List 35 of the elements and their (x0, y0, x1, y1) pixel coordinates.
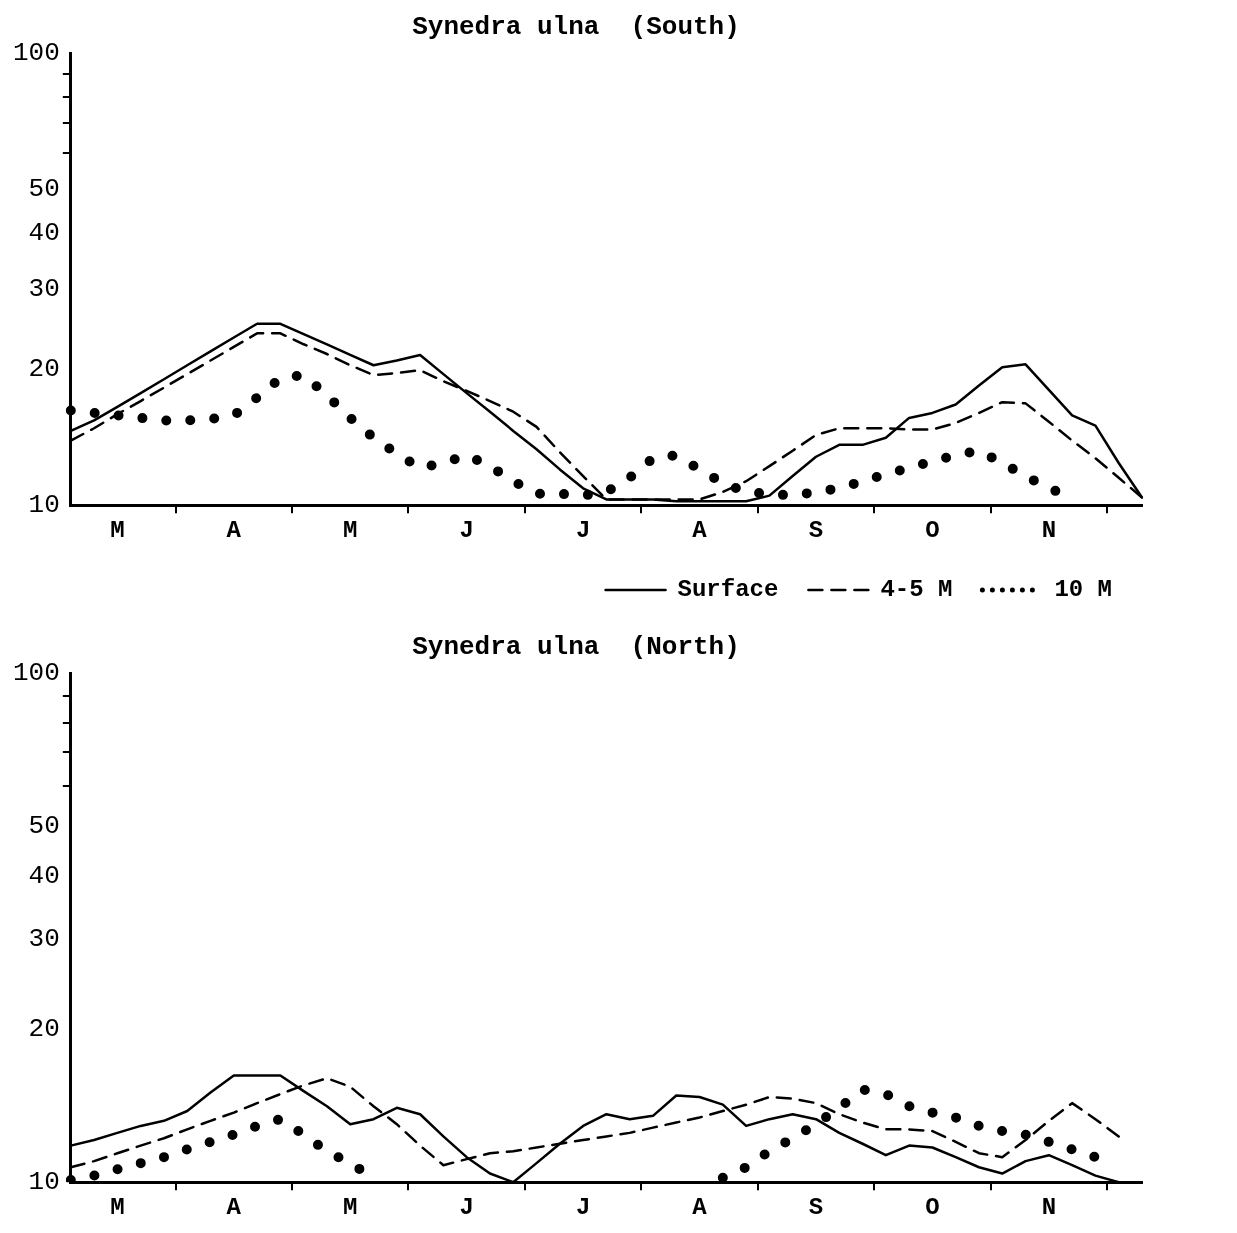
x-tick-label: N (1041, 516, 1057, 544)
legend-label: 4-5 M (880, 576, 953, 604)
x-tick-label: J (575, 1193, 591, 1221)
x-tick-label: A (692, 1193, 708, 1221)
y-tick-label: 50 (28, 174, 60, 205)
x-tick-label: S (808, 1193, 824, 1221)
chart-title: Synedra ulna (North) (412, 632, 740, 663)
x-tick-label: M (343, 516, 358, 544)
y-tick-label: 100 (13, 658, 60, 689)
legend-label: 10 M (1054, 576, 1112, 604)
x-tick-label: M (110, 1193, 125, 1221)
y-tick-label: 30 (28, 924, 60, 955)
y-tick-label: 40 (28, 860, 60, 891)
x-tick-label: O (925, 1193, 940, 1221)
y-tick-label: 20 (28, 1013, 60, 1044)
x-tick-label: M (343, 1193, 358, 1221)
x-tick-label: O (925, 516, 940, 544)
y-tick-label: 50 (28, 811, 60, 842)
chart-title: Synedra ulna (South) (412, 12, 740, 43)
x-tick-label: J (459, 1193, 474, 1221)
x-tick-label: A (226, 516, 242, 544)
y-tick-label: 100 (13, 38, 60, 69)
y-tick-label: 10 (28, 1167, 60, 1198)
x-tick-label: A (692, 516, 708, 544)
x-tick-label: M (110, 516, 125, 544)
x-tick-label: J (459, 516, 474, 544)
x-tick-label: S (808, 516, 824, 544)
y-tick-label: 40 (28, 217, 60, 248)
y-tick-label: 30 (28, 274, 60, 305)
y-tick-label: 10 (28, 490, 60, 521)
x-tick-label: A (226, 1193, 242, 1221)
y-tick-label: 20 (28, 354, 60, 385)
x-tick-label: N (1041, 1193, 1057, 1221)
legend-label: Surface (677, 576, 779, 604)
x-tick-label: J (575, 516, 591, 544)
